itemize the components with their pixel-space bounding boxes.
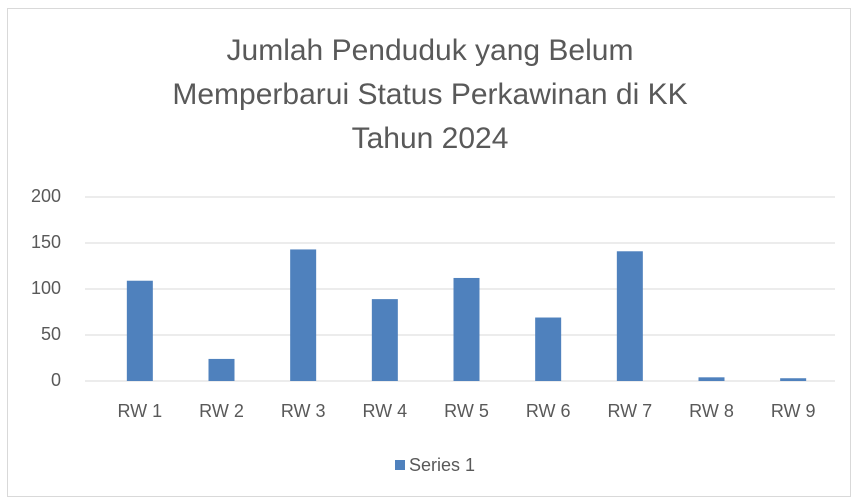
bar xyxy=(208,358,235,381)
legend-label: Series 1 xyxy=(409,455,475,475)
y-tick-label: 50 xyxy=(41,324,61,344)
y-tick-label: 200 xyxy=(31,186,61,206)
y-tick-label: 150 xyxy=(31,232,61,252)
bar xyxy=(453,277,480,381)
legend-swatch xyxy=(395,460,405,470)
chart-border xyxy=(7,8,851,497)
bar xyxy=(371,299,398,381)
x-tick-label: RW 4 xyxy=(362,401,407,421)
x-tick-label: RW 1 xyxy=(117,401,162,421)
bar xyxy=(698,377,725,381)
x-tick-label: RW 5 xyxy=(444,401,489,421)
x-tick-label: RW 9 xyxy=(771,401,816,421)
x-tick-label: RW 3 xyxy=(281,401,326,421)
chart-title: Tahun 2024 xyxy=(352,122,509,155)
chart-title: Jumlah Penduduk yang Belum xyxy=(227,34,634,67)
y-tick-label: 100 xyxy=(31,278,61,298)
y-tick-label: 0 xyxy=(51,370,61,390)
x-tick-label: RW 6 xyxy=(526,401,571,421)
x-tick-label: RW 7 xyxy=(607,401,652,421)
x-tick-label: RW 2 xyxy=(199,401,244,421)
bar xyxy=(616,251,643,381)
x-tick-label: RW 8 xyxy=(689,401,734,421)
bar xyxy=(290,249,317,381)
bar xyxy=(126,280,153,381)
chart-title: Memperbarui Status Perkawinan di KK xyxy=(172,78,687,111)
bar xyxy=(535,317,562,381)
bar xyxy=(780,378,807,381)
